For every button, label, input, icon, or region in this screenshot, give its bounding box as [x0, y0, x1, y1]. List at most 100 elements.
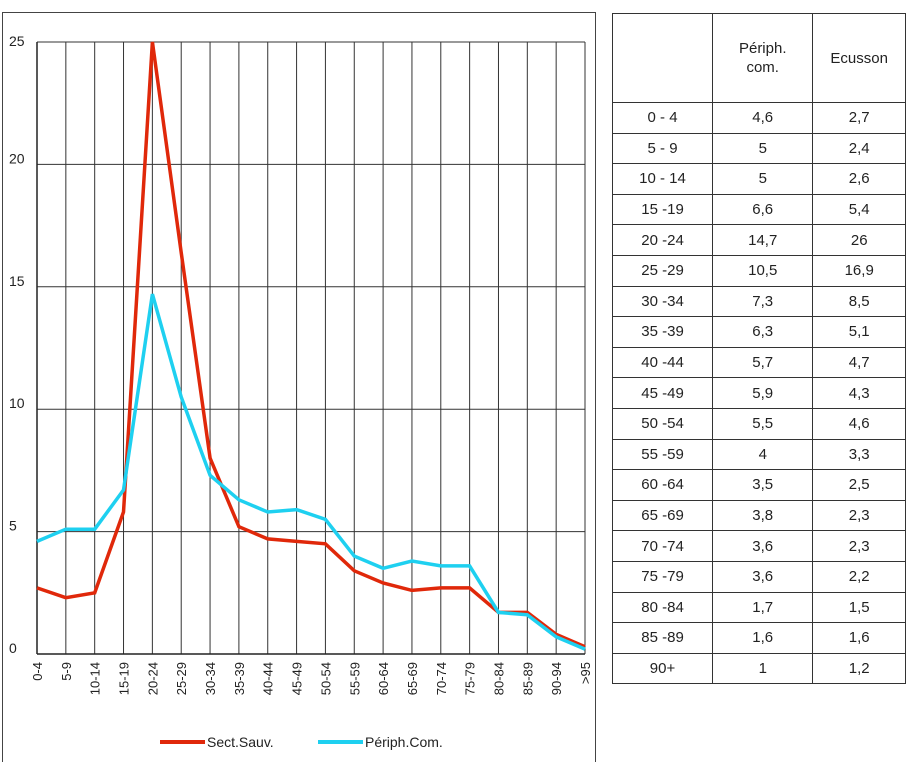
table-cell: 4,6: [712, 102, 814, 134]
table-cell: 35 -39: [611, 316, 714, 348]
x-tick-label: 25-29: [174, 662, 189, 695]
x-tick-label: >95: [578, 662, 593, 684]
x-tick-label: 70-74: [434, 662, 449, 695]
table-row: 50 -54 5,5 4,6: [611, 407, 906, 440]
table-cell: 14,7: [712, 224, 814, 256]
x-tick-label: 35-39: [232, 662, 247, 695]
y-tick-label: 0: [9, 640, 17, 656]
table-cell: 7,3: [712, 285, 814, 318]
table-cell: 10,5: [712, 254, 814, 287]
table-cell: 50 -54: [611, 407, 714, 440]
table-cell: 3,5: [712, 469, 814, 501]
table-cell: 0 - 4: [611, 102, 714, 134]
table-cell: 70 -74: [611, 530, 714, 562]
legend-label: Périph.Com.: [365, 734, 443, 750]
table-row: 40 -44 5,7 4,7: [611, 346, 906, 379]
series-line-0: [36, 41, 586, 649]
table-row: 55 -59 4 3,3: [611, 438, 906, 471]
table-cell: 1: [712, 652, 814, 685]
x-tick-label: 30-34: [203, 662, 218, 695]
table-cell: 2,6: [812, 163, 906, 195]
table-row: 80 -84 1,7 1,5: [611, 591, 906, 624]
table-header-cell: Ecusson: [812, 13, 906, 103]
table-header-cell: [611, 13, 714, 103]
table-header-row: Périph. com. Ecusson: [611, 13, 906, 103]
table-cell: 55 -59: [611, 438, 714, 471]
y-tick-label: 10: [9, 395, 25, 411]
x-tick-label: 80-84: [491, 662, 506, 695]
table-row: 35 -39 6,3 5,1: [611, 316, 906, 348]
table-cell: 1,7: [712, 591, 814, 624]
x-tick-label: 85-89: [520, 662, 535, 695]
x-tick-label: 65-69: [405, 662, 420, 695]
y-tick-label: 25: [9, 33, 25, 49]
table-row: 15 -19 6,6 5,4: [611, 193, 906, 226]
table-cell: 6,3: [712, 316, 814, 348]
table-cell: 26: [812, 224, 906, 256]
table-cell: 3,3: [812, 438, 906, 471]
chart-frame: [2, 12, 596, 762]
table-cell: 6,6: [712, 193, 814, 226]
table-cell: 4: [712, 438, 814, 471]
x-tick-label: 10-14: [88, 662, 103, 695]
table-cell: 30 -34: [611, 285, 714, 318]
table-cell: 3,8: [712, 499, 814, 532]
table-cell: 8,5: [812, 285, 906, 318]
table-cell: 15 -19: [611, 193, 714, 226]
table-cell: 16,9: [812, 254, 906, 287]
table-row: 20 -24 14,7 26: [611, 224, 906, 256]
x-tick-label: 15-19: [117, 662, 132, 695]
table-cell: 25 -29: [611, 254, 714, 287]
table-row: 0 - 4 4,6 2,7: [611, 102, 906, 134]
y-tick-label: 5: [9, 518, 17, 534]
table-cell: 65 -69: [611, 499, 714, 532]
table-cell: 20 -24: [611, 224, 714, 256]
table-cell: 2,3: [812, 499, 906, 532]
age-distribution-table: Périph. com. Ecusson 0 - 4 4,6 2,7 5 - 9 5 2,…: [611, 13, 906, 685]
table-row: 60 -64 3,5 2,5: [611, 469, 906, 501]
table-cell: 4,3: [812, 377, 906, 409]
table-cell: 90+: [611, 652, 714, 685]
table-row: 90+ 1 1,2: [611, 652, 906, 685]
table-cell: 3,6: [712, 560, 814, 593]
y-tick-label: 15: [9, 273, 25, 289]
table-cell: 40 -44: [611, 346, 714, 379]
x-tick-label: 20-24: [145, 662, 160, 695]
table-cell: 5,1: [812, 316, 906, 348]
table-cell: 5,9: [712, 377, 814, 409]
table-row: 10 - 14 5 2,6: [611, 163, 906, 195]
table-cell: 5 - 9: [611, 132, 714, 165]
x-tick-label: 90-94: [549, 662, 564, 695]
line-chart: 0 5 10 15 20 25 0-4 5-9 10-14 15-19 20-24 25-29 30-3…: [9, 33, 593, 750]
table-row: 25 -29 10,5 16,9: [611, 254, 906, 287]
table-cell: 1,2: [812, 652, 906, 685]
x-tick-label: 75-79: [463, 662, 478, 695]
table-row: 30 -34 7,3 8,5: [611, 285, 906, 318]
table-cell: 85 -89: [611, 622, 714, 654]
table-cell: 80 -84: [611, 591, 714, 624]
y-tick-label: 20: [9, 150, 25, 166]
table-cell: 3,6: [712, 530, 814, 562]
table-row: 65 -69 3,8 2,3: [611, 499, 906, 532]
table-cell: 5: [712, 163, 814, 195]
table-row: 75 -79 3,6 2,2: [611, 560, 906, 593]
table-cell: 2,3: [812, 530, 906, 562]
x-tick-label: 60-64: [376, 662, 391, 695]
x-tick-label: 45-49: [290, 662, 305, 695]
table-cell: 4,6: [812, 407, 906, 440]
table-cell: 1,5: [812, 591, 906, 624]
x-tick-label: 5-9: [59, 662, 74, 681]
table-cell: 2,7: [812, 102, 906, 134]
legend-label: Sect.Sauv.: [207, 734, 274, 750]
table-cell: 2,4: [812, 132, 906, 165]
table-cell: 5: [712, 132, 814, 165]
table-row: 45 -49 5,9 4,3: [611, 377, 906, 409]
table-cell: 5,5: [712, 407, 814, 440]
table-row: 70 -74 3,6 2,3: [611, 530, 906, 562]
x-tick-label: 50-54: [318, 662, 333, 695]
table-cell: 1,6: [812, 622, 906, 654]
header-periph-com: Périph. com.: [738, 40, 787, 76]
table-cell: 4,7: [812, 346, 906, 379]
table-cell: 5,4: [812, 193, 906, 226]
series-line-1: [36, 293, 586, 651]
